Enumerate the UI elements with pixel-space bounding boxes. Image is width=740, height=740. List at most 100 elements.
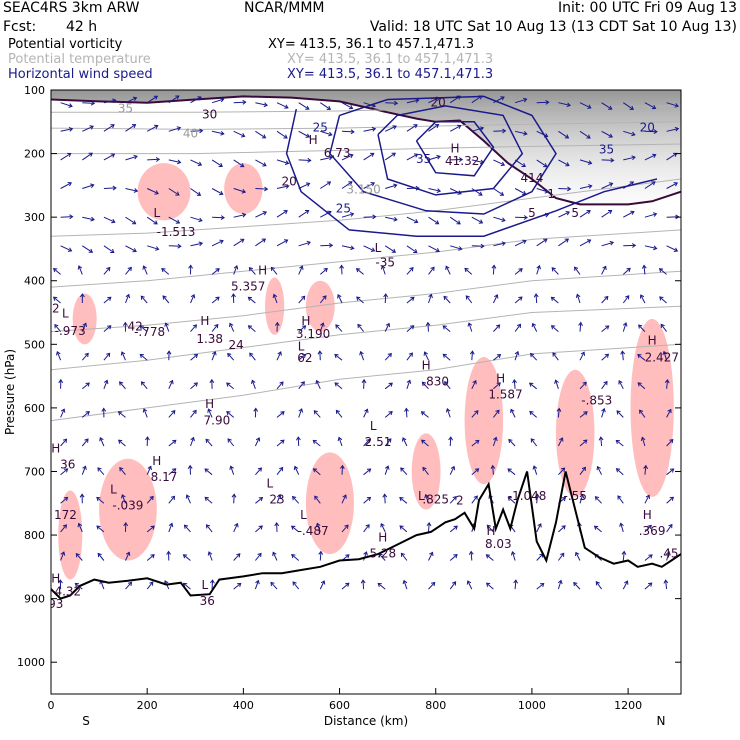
wind-vector-head-125 (262, 211, 268, 216)
wind-vector-452 (428, 522, 430, 532)
wind-vector-head-345 (616, 410, 621, 415)
wind-vector-head-324 (171, 410, 176, 415)
wind-vector-head-85 (652, 153, 657, 159)
wind-vector-head-257 (605, 325, 610, 330)
wind-vector-head-228 (604, 295, 609, 301)
wind-vector-head-383 (187, 464, 193, 469)
wind-vector-385 (230, 466, 235, 475)
wind-vector-head-234 (107, 325, 112, 330)
wind-vector-212 (248, 296, 256, 304)
wind-vector-285 (579, 351, 585, 361)
wind-vector-head-277 (408, 352, 413, 357)
contour-label-42: H (648, 333, 657, 347)
wind-vector-161 (406, 245, 418, 253)
wind-vector-334 (384, 411, 393, 418)
wind-vector-353 (168, 439, 177, 447)
forecast-hour: 42 h (66, 19, 97, 35)
wind-vector-132 (406, 216, 418, 223)
wind-vector-467 (125, 552, 130, 561)
wind-vector-181 (211, 268, 220, 275)
wind-vector-head-243 (302, 325, 307, 330)
wind-vector-head-59 (88, 152, 93, 157)
wind-vector-351 (118, 439, 126, 447)
wind-vector-200 (622, 268, 631, 275)
wind-vector-42 (341, 130, 354, 133)
wind-vector-133 (428, 216, 439, 225)
wind-vector-head-31 (110, 124, 115, 129)
wind-vector-85 (644, 154, 656, 161)
wind-vector-head-283 (529, 352, 535, 358)
wind-vector-head-45 (413, 124, 418, 129)
wind-vector-head-253 (516, 323, 522, 329)
wind-vector-head-317 (637, 382, 642, 387)
contour-label-2: 40 (183, 127, 198, 141)
wind-vector-head-294 (140, 381, 146, 386)
wind-vector-403 (616, 468, 624, 476)
wind-vector-head-329 (280, 411, 285, 416)
wind-vector-96 (255, 188, 268, 190)
wind-vector-480 (401, 552, 408, 561)
wind-vector-68 (276, 159, 289, 164)
wind-vector-head-301 (300, 381, 305, 386)
wind-vector-322 (118, 411, 126, 418)
wind-vector-303 (334, 382, 343, 390)
wind-vector-505 (319, 580, 325, 590)
wind-vector-87 (60, 182, 72, 189)
wind-vector-head-1 (90, 100, 96, 106)
wind-vector-373 (600, 437, 603, 447)
wind-vector-head-369 (508, 438, 513, 444)
wind-vector-80 (536, 159, 547, 168)
forecast-label: Fcst: (3, 19, 36, 35)
wind-vector-head-440 (168, 522, 174, 528)
wind-vector-head-207 (140, 295, 145, 300)
wind-vector-443 (233, 523, 238, 533)
wind-vector-2 (103, 99, 116, 104)
wind-vector-304 (363, 379, 365, 389)
wind-vector-head-442 (205, 524, 211, 529)
wind-vector-head-255 (550, 325, 556, 330)
y-tick-label-900: 900 (24, 593, 45, 606)
wind-vector-head-411 (170, 495, 176, 500)
wind-vector-head-385 (229, 465, 234, 470)
wind-vector-head-229 (625, 295, 630, 300)
contour-label-55: L (266, 476, 273, 490)
wind-vector-head-380 (119, 467, 124, 472)
wind-vector-head-249 (425, 321, 431, 326)
wind-vector-462 (644, 525, 652, 533)
wind-vector-head-251 (467, 322, 473, 327)
wind-vector-head-111 (588, 184, 593, 189)
wind-vector-315 (601, 381, 608, 390)
wind-vector-125 (255, 211, 267, 218)
wind-vector-365 (421, 439, 429, 447)
wind-vector-444 (255, 525, 263, 533)
wind-speed-contour-35 (377, 105, 524, 196)
wind-vector-516 (557, 580, 562, 590)
wind-vector-head-224 (518, 296, 523, 301)
contour-label-38: .830 (422, 375, 449, 389)
wind-vector-head-404 (643, 464, 649, 470)
contour-label-32: 24 (229, 338, 244, 352)
contour-label-54: 172 (54, 508, 77, 522)
wind-vector-206 (125, 294, 130, 304)
wind-vector-283 (530, 353, 538, 361)
wind-vector-483 (470, 551, 473, 561)
wind-vector-249 (427, 322, 429, 332)
wind-vector-154 (255, 238, 266, 247)
wind-vector-head-105 (457, 190, 462, 195)
contour-label-59: L (418, 489, 425, 503)
wind-vector-420 (363, 497, 371, 504)
wind-vector-head-44 (392, 125, 397, 130)
wind-vector-289 (663, 351, 668, 361)
wind-vector-head-80 (543, 163, 548, 168)
wind-vector-221 (443, 296, 451, 304)
contour-label-58: -.487 (298, 524, 329, 538)
wind-vector-106 (471, 188, 483, 196)
wind-vector-head-434 (669, 496, 674, 501)
wind-vector-head-55 (631, 131, 636, 137)
contour-label-23: H (258, 263, 267, 277)
wind-vector-347 (666, 409, 672, 418)
wind-vector-470 (183, 554, 191, 561)
wind-vector-47 (449, 125, 461, 132)
wind-vector-head-209 (190, 293, 196, 299)
contour-label-47: 2.51 (365, 435, 392, 449)
